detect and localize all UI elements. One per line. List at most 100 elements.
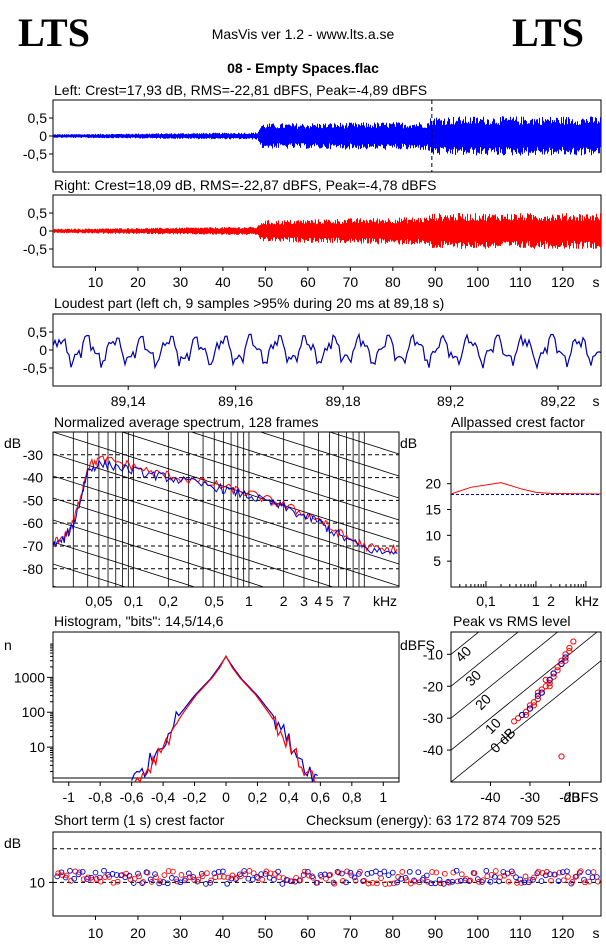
crest-point-left xyxy=(538,878,545,884)
y-tick-label: -10 xyxy=(423,646,443,662)
y-tick-label: 100 xyxy=(22,704,46,720)
slope-line xyxy=(53,563,127,587)
peak-rms-point xyxy=(558,657,565,664)
crest-point-left xyxy=(394,879,400,886)
x-tick-label: 1 xyxy=(245,593,253,609)
crest-point-right xyxy=(518,880,525,886)
x-tick-label: -20 xyxy=(559,789,579,805)
crest-point-right xyxy=(403,877,410,883)
crest-point-right xyxy=(267,870,274,877)
crest-point-right xyxy=(191,877,198,883)
crest-point-left xyxy=(521,879,528,886)
y-tick-label: 10 xyxy=(29,874,45,890)
crest-point-right xyxy=(374,880,380,887)
crest-point-right xyxy=(399,869,406,875)
crest-point-left xyxy=(415,869,422,876)
crest-point-left xyxy=(428,880,434,887)
x-tick-label: 2 xyxy=(280,593,288,609)
short-crest-ylabel: dB xyxy=(4,835,21,851)
crest-point-left xyxy=(54,873,61,880)
crest-point-right xyxy=(55,870,62,877)
y-tick-label: -0,5 xyxy=(23,146,47,162)
crest-point-left xyxy=(271,876,277,883)
left-channel-chart: Left: Crest=17,93 dB, RMS=-22,81 dBFS, P… xyxy=(23,82,602,173)
histogram-chart: Histogram, "bits": 14,5/14,6 n 100010010… xyxy=(4,613,400,805)
y-tick-label: -0,5 xyxy=(23,241,47,257)
crest-point-left xyxy=(487,878,494,885)
crest-point-left xyxy=(339,870,345,877)
slope-line xyxy=(53,519,266,587)
crest-point-left xyxy=(436,876,443,883)
crest-point-right xyxy=(344,868,350,875)
crest-point-left xyxy=(224,880,231,887)
crest-point-left xyxy=(513,874,519,881)
spectrum-ylabel: dB xyxy=(4,435,21,451)
crest-point-left xyxy=(207,880,214,886)
crest-point-right xyxy=(560,877,567,884)
crest-point-left xyxy=(96,874,103,881)
x-tick-label: 89,14 xyxy=(111,393,146,409)
crest-point-right xyxy=(297,877,304,883)
slope-line xyxy=(53,630,399,740)
waveform-trace xyxy=(53,213,601,249)
peak-rms-point xyxy=(562,657,569,664)
histogram-title: Histogram, "bits": 14,5/14,6 xyxy=(54,613,224,629)
loudest-part-chart: Loudest part (left ch, 9 samples >95% du… xyxy=(23,295,602,409)
crest-point-right xyxy=(390,880,397,887)
crest-point-right xyxy=(97,878,104,885)
peak-rms-point xyxy=(570,638,577,645)
logo-left: LTS xyxy=(18,10,90,55)
crest-point-right xyxy=(424,878,431,885)
crest-point-left xyxy=(373,868,379,875)
crest-point-right xyxy=(314,879,321,886)
slope-line xyxy=(190,432,399,499)
x-tick-label: 0,05 xyxy=(85,593,112,609)
x-tick-label: 89,2 xyxy=(437,393,464,409)
right-channel-title: Right: Crest=18,09 dB, RMS=-22,87 dBFS, … xyxy=(54,177,436,193)
crest-point-left xyxy=(474,876,481,882)
x-tick-label: 50 xyxy=(258,274,274,290)
peak-rms-point xyxy=(526,702,534,709)
peak-rms-point xyxy=(522,708,530,715)
peak-rms-point xyxy=(558,753,565,760)
peak-rms-point xyxy=(515,715,522,722)
slope-line xyxy=(53,674,399,784)
crest-point-right xyxy=(509,870,516,877)
x-tick-label: 10 xyxy=(88,274,104,290)
crest-point-right xyxy=(357,868,363,875)
histogram-series xyxy=(134,654,316,784)
crest-point-right xyxy=(577,868,584,874)
y-tick-label: -70 xyxy=(23,538,43,554)
x-tick-label: 120 xyxy=(551,925,575,941)
crest-point-right xyxy=(106,874,113,880)
crest-point-right xyxy=(310,874,316,881)
crest-point-right xyxy=(514,880,520,886)
crest-point-left xyxy=(389,869,396,876)
x-tick-label: 0,1 xyxy=(124,593,144,609)
y-tick-label: 0 xyxy=(39,342,47,358)
crest-point-right xyxy=(352,877,359,884)
crest-point-left xyxy=(71,875,78,882)
crest-point-right xyxy=(204,870,210,876)
crest-point-right xyxy=(208,877,215,884)
spectrum-title: Normalized average spectrum, 128 frames xyxy=(54,414,319,430)
crest-point-left xyxy=(449,878,456,885)
crest-point-right xyxy=(433,869,440,876)
x-tick-label: 20 xyxy=(130,925,146,941)
slope-line xyxy=(53,475,399,587)
crest-diagonal xyxy=(451,632,559,719)
x-tick-label: 0,5 xyxy=(204,593,224,609)
short-crest-title: Short term (1 s) crest factor xyxy=(54,812,225,828)
crest-point-right xyxy=(199,873,206,879)
crest-point-left xyxy=(67,867,73,874)
crest-point-right xyxy=(361,877,367,884)
y-tick-label: -60 xyxy=(23,515,43,531)
x-tick-label: 7 xyxy=(343,593,351,609)
spectrum-series xyxy=(52,455,398,556)
x-tick-label: s xyxy=(593,925,600,941)
crest-point-left xyxy=(453,867,460,874)
crest-point-left xyxy=(559,869,566,875)
slope-line xyxy=(120,432,399,521)
